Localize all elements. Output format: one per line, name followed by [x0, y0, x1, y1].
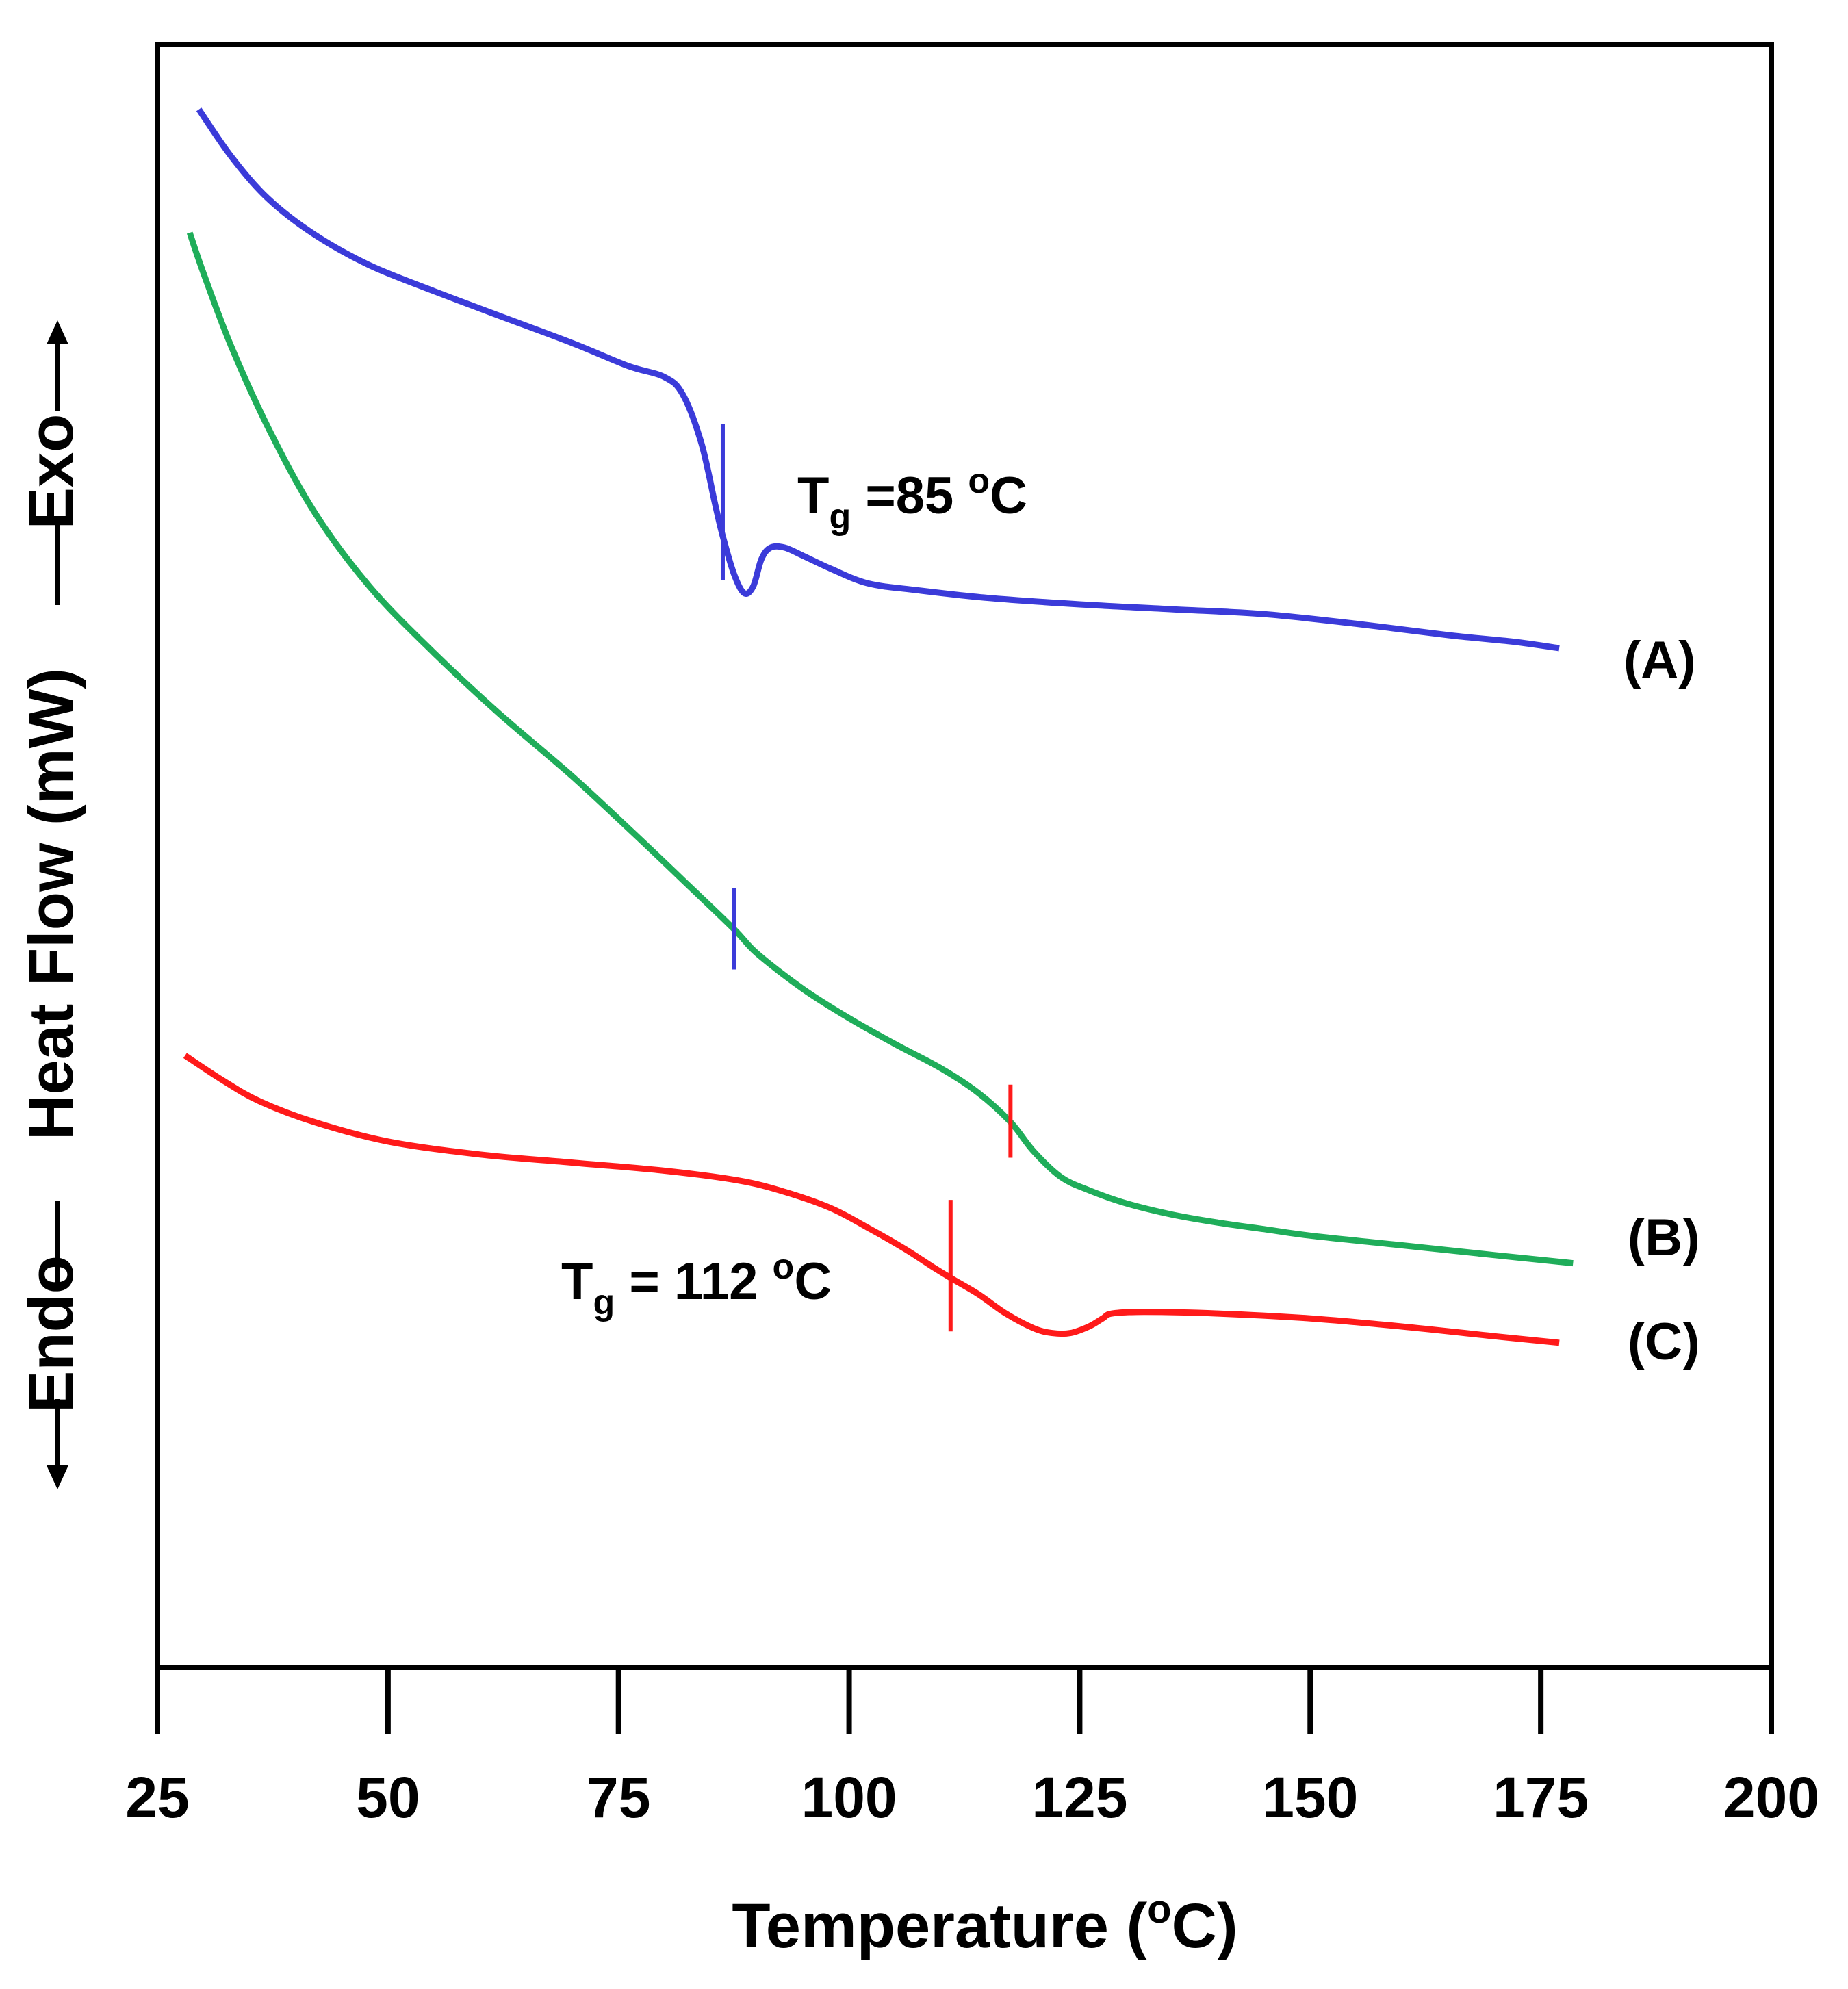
- endo-arrow-icon: [47, 1465, 68, 1489]
- tg-annotation-c: Tg = 112 oC: [561, 1247, 832, 1322]
- tg-c-degree: o: [773, 1247, 795, 1287]
- series-label-c: (C): [1628, 1313, 1700, 1371]
- series-label-b: (B): [1628, 1209, 1700, 1267]
- x-tick-label-25: 25: [125, 1765, 189, 1830]
- tg-annotation-a: Tg =85 oC: [797, 461, 1027, 537]
- tg-a-unit: C: [990, 467, 1027, 525]
- y-axis-title-group: Endo Heat Flow (mW) Exo: [16, 320, 86, 1489]
- x-axis-ticks: [155, 1667, 1774, 1734]
- tg-c-symbol: T: [561, 1253, 593, 1311]
- x-tick-label-150: 150: [1262, 1765, 1358, 1830]
- x-tick-label-175: 175: [1493, 1765, 1589, 1830]
- tg-a-symbol: T: [797, 467, 829, 525]
- series-line-c: [183, 1053, 1560, 1346]
- tg-a-degree: o: [968, 461, 990, 501]
- tg-a-subscript: g: [829, 497, 851, 537]
- tg-marker-layer: [720, 424, 1013, 1332]
- tg-c-value: = 112: [615, 1253, 772, 1311]
- endo-label: Endo: [16, 1255, 86, 1413]
- series-label-a: (A): [1624, 631, 1696, 689]
- tg-c-unit: C: [794, 1253, 832, 1311]
- exo-arrow-icon: [47, 320, 68, 344]
- exo-label: Exo: [16, 414, 86, 530]
- x-axis-title: Temperature (oC): [732, 1887, 1237, 1961]
- x-tick-label-125: 125: [1031, 1765, 1127, 1830]
- x-axis-title-tail: C): [1172, 1891, 1238, 1961]
- x-axis-title-degree: o: [1147, 1887, 1171, 1932]
- x-tick-label-75: 75: [587, 1765, 650, 1830]
- tg-c-subscript: g: [593, 1283, 615, 1322]
- y-axis-title-main: Heat Flow (mW): [16, 668, 86, 1140]
- tg-a-value: =85: [851, 467, 968, 525]
- plot-frame: [155, 42, 1774, 1670]
- x-axis-title-main: Temperature (: [732, 1891, 1147, 1961]
- x-tick-label-100: 100: [801, 1765, 897, 1830]
- series-line-b: [186, 231, 1574, 1267]
- x-axis-tick-labels: 25 50 75 100 125 150 175 200: [125, 1765, 1819, 1830]
- x-tick-label-200: 200: [1723, 1765, 1819, 1830]
- series-layer: [183, 107, 1574, 1346]
- series-label-group: (A) (B) (C): [1624, 631, 1700, 1371]
- series-line-a: [196, 107, 1560, 652]
- x-tick-label-50: 50: [356, 1765, 420, 1830]
